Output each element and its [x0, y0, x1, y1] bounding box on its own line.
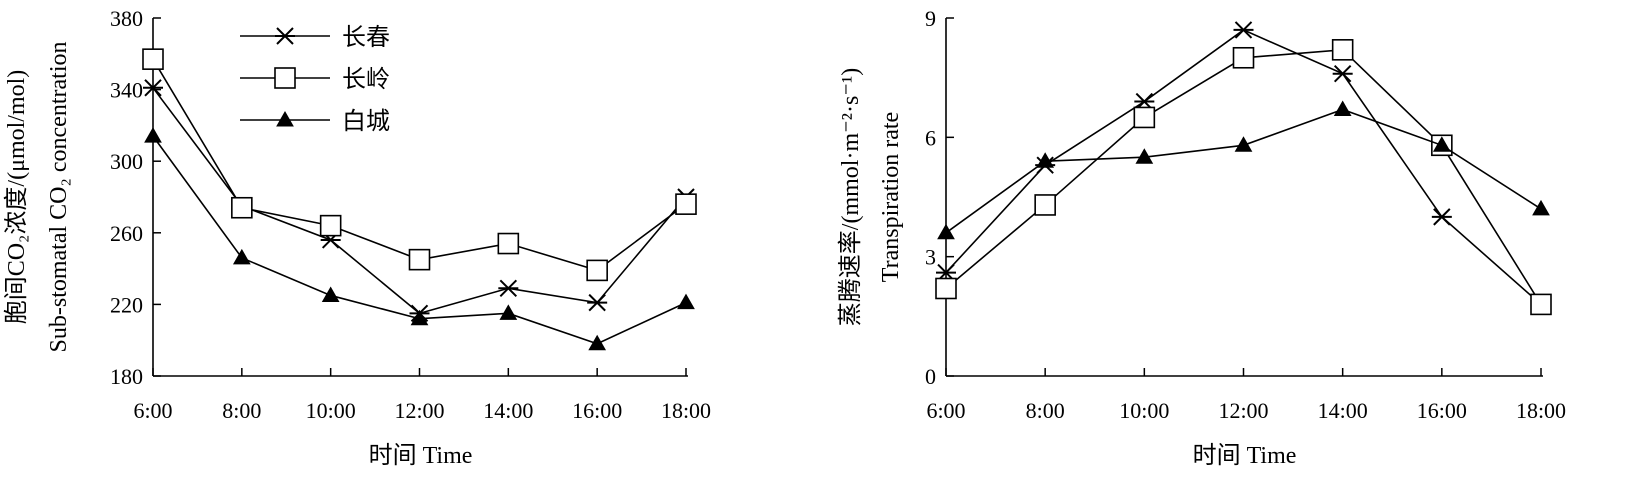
data-point [410, 309, 429, 326]
series-square [142, 48, 697, 282]
data-point [1133, 106, 1156, 129]
data-point [1331, 39, 1354, 61]
legend-label: 长岭 [342, 66, 390, 93]
data-point [588, 334, 607, 351]
data-point [935, 277, 957, 300]
x-tick-label: 18:00 [661, 398, 711, 423]
series-line [945, 48, 1542, 305]
y-tick-label: 0 [925, 364, 936, 389]
y-axis-title-line-1: 蒸腾速率/(mmol·m⁻²·s⁻¹) [837, 68, 864, 326]
x-tick-label: 6:00 [133, 398, 172, 423]
data-point [1431, 208, 1452, 226]
data-point [586, 259, 608, 282]
x-tick-label: 16:00 [1417, 398, 1467, 423]
x-tick-label: 6:00 [926, 398, 965, 423]
data-point [1333, 100, 1352, 116]
data-point [937, 223, 955, 240]
x-tick-label: 8:00 [222, 398, 261, 423]
y-tick-label: 300 [110, 149, 143, 174]
series-square [935, 39, 1552, 316]
x-axis-title: 时间 Time [1193, 442, 1297, 469]
data-point [1332, 64, 1353, 83]
data-point [677, 293, 695, 310]
x-tick-label: 8:00 [1026, 398, 1065, 423]
series-line [945, 29, 1542, 305]
data-point [1432, 136, 1451, 152]
series-asterisk [143, 79, 696, 323]
data-point [142, 48, 164, 70]
x-tick-label: 14:00 [483, 398, 533, 423]
x-tick-label: 12:00 [1218, 398, 1268, 423]
data-point [498, 279, 519, 297]
data-point [1036, 152, 1055, 168]
chart-panel-2: 0 3 6 9 6:00 8:00 10:00 12:00 14:00 16:00 18:00 时间 … [837, 6, 1566, 469]
data-point [1034, 194, 1056, 216]
data-point [319, 214, 342, 237]
data-point [587, 293, 608, 312]
data-point [1530, 293, 1552, 316]
y-tick-label: 260 [110, 221, 143, 246]
x-axis-title: 时间 Time [369, 442, 473, 469]
y-axis-title-line-2: Transpiration rate [878, 112, 904, 282]
legend-marker [274, 67, 296, 89]
data-point [675, 193, 697, 215]
y-tick-label: 6 [925, 125, 936, 150]
data-point [497, 232, 520, 255]
legend-label: 长春 [342, 24, 390, 51]
data-point [1135, 148, 1154, 164]
data-point [408, 248, 431, 271]
x-tick-label: 10:00 [1119, 398, 1169, 423]
x-tick-label: 12:00 [394, 398, 444, 423]
data-point [321, 286, 340, 302]
data-point [499, 304, 518, 320]
legend-label: 白城 [342, 108, 390, 135]
chart-panel-1: 180 220 260 300 340 380 6:00 8:00 10:00 12:00 14:0… [3, 6, 711, 469]
data-point [232, 248, 251, 265]
data-point [1234, 136, 1253, 152]
y-tick-label: 380 [110, 6, 143, 31]
data-point [231, 196, 253, 219]
series-triangle [937, 100, 1550, 240]
x-tick-label: 18:00 [1516, 398, 1566, 423]
y-tick-label: 340 [110, 78, 143, 103]
y-tick-label: 180 [110, 364, 143, 389]
y-axis-title-line-1: 胞间CO₂浓度/(μmol/mol) [3, 70, 30, 325]
legend-marker [275, 27, 295, 45]
series-triangle [144, 127, 695, 351]
y-axis-title-line-2: Sub-stomatal CO₂ concentration [46, 42, 72, 353]
data-point [1233, 21, 1254, 39]
x-tick-label: 14:00 [1318, 398, 1368, 423]
x-tick-label: 16:00 [572, 398, 622, 423]
series-line [152, 58, 687, 272]
y-tick-label: 220 [110, 292, 143, 317]
y-tick-label: 3 [925, 245, 936, 270]
x-tick-label: 10:00 [306, 398, 356, 423]
data-point [1232, 46, 1255, 69]
data-point [143, 79, 163, 97]
legend-marker [276, 110, 294, 127]
data-point [144, 127, 162, 143]
y-tick-label: 9 [925, 6, 936, 31]
data-point [1532, 199, 1550, 216]
